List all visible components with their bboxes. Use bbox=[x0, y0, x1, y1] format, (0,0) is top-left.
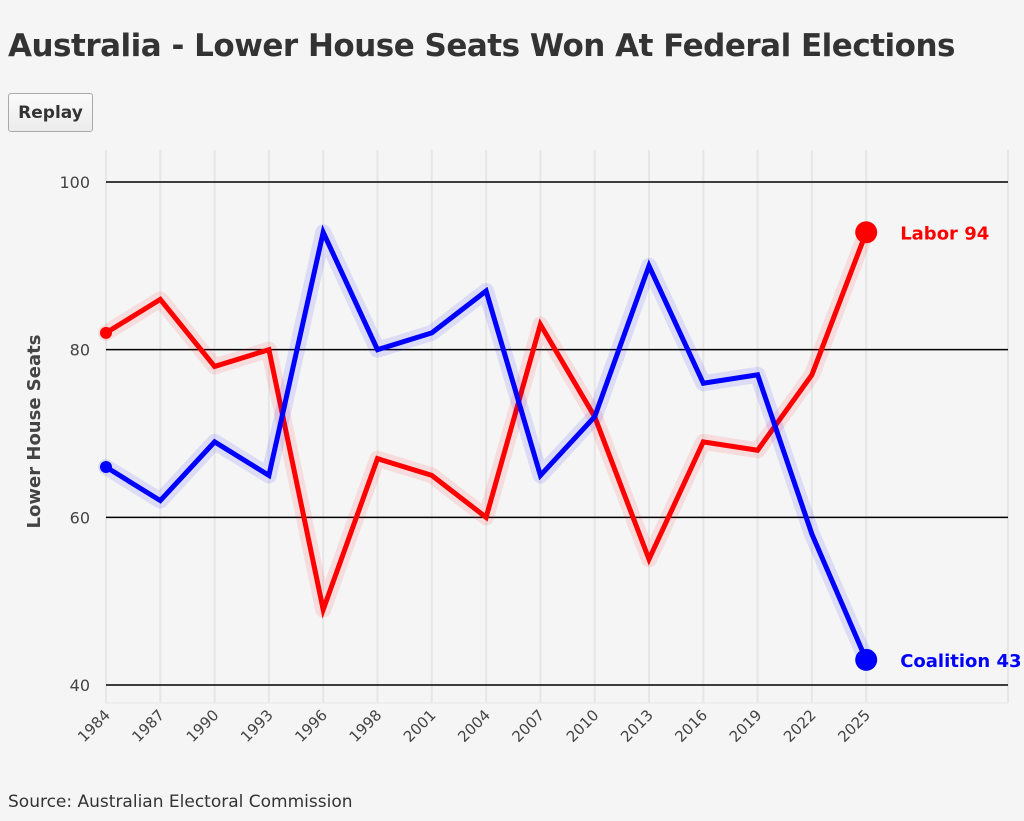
labor-end-label: Labor 94 bbox=[900, 223, 989, 244]
x-tick-label: 2004 bbox=[454, 706, 494, 746]
coalition-series-line bbox=[104, 224, 869, 661]
coalition-start-point bbox=[100, 461, 112, 474]
x-tick-label: 1990 bbox=[183, 706, 223, 746]
chart-title: Australia - Lower House Seats Won At Fed… bbox=[8, 28, 955, 64]
x-tick-label: 2022 bbox=[780, 706, 820, 746]
x-tick-label: 1996 bbox=[291, 706, 331, 746]
coalition-end-point bbox=[855, 648, 878, 671]
x-tick-label: 2007 bbox=[508, 706, 548, 746]
y-tick-label: 40 bbox=[70, 676, 90, 695]
x-tick-label: 2001 bbox=[400, 706, 440, 746]
labor-end-point bbox=[855, 221, 878, 244]
y-tick-label: 80 bbox=[70, 341, 90, 360]
coalition-end-label: Coalition 43 bbox=[900, 651, 1021, 672]
x-tick-label: 2016 bbox=[671, 706, 711, 746]
x-tick-label: 2019 bbox=[726, 706, 766, 746]
labor-start-point bbox=[100, 326, 112, 339]
x-tick-label: 2010 bbox=[563, 706, 603, 746]
y-tick-label: 100 bbox=[59, 173, 90, 192]
labor-series-line bbox=[104, 231, 869, 619]
x-tick-label: 1984 bbox=[74, 706, 114, 746]
x-tick-label: 1998 bbox=[346, 706, 386, 746]
x-tick-label: 2025 bbox=[834, 706, 874, 746]
y-axis-label: Lower House Seats bbox=[24, 335, 45, 529]
source-note: Source: Australian Electoral Commission bbox=[8, 792, 353, 812]
x-tick-label: 1993 bbox=[237, 706, 277, 746]
replay-button[interactable]: Replay bbox=[8, 93, 93, 132]
y-tick-label: 60 bbox=[70, 508, 90, 527]
x-tick-label: 2013 bbox=[617, 706, 657, 746]
x-tick-label: 1987 bbox=[128, 706, 168, 746]
